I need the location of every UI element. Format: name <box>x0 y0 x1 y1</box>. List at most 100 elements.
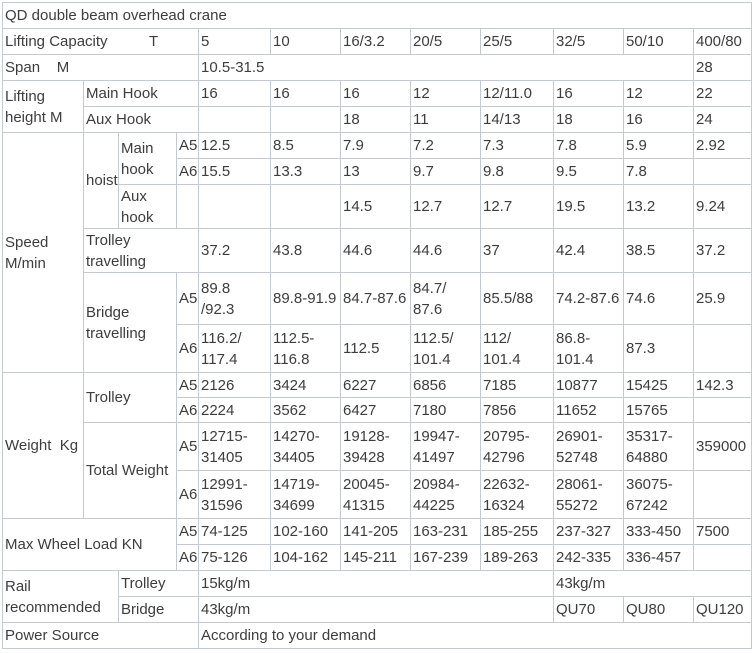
weight-trolley-a6-label: A6 <box>176 397 199 423</box>
total-weight-a6-1: 14719- 34699 <box>270 470 341 519</box>
hoist-aux-1 <box>270 184 341 229</box>
mwl-a5-label: A5 <box>176 518 199 545</box>
hoist-main-a5-0: 12.5 <box>198 132 271 159</box>
capacity-col-4: 25/5 <box>480 28 554 55</box>
hoist-main-a6-1: 13.3 <box>270 158 341 185</box>
main-hook-label: Main Hook <box>83 80 199 107</box>
weight-trolley-a6-7 <box>693 397 752 423</box>
total-weight-a5-1: 14270- 34405 <box>270 422 341 471</box>
capacity-col-6: 50/10 <box>623 28 694 55</box>
hoist-main-a6-5: 9.5 <box>553 158 624 185</box>
weight-trolley-a6-6: 15765 <box>623 397 694 423</box>
main-hook-1: 16 <box>270 80 341 107</box>
trolley-travelling-2: 44.6 <box>340 228 411 273</box>
weight-trolley-label: Trolley <box>83 372 177 423</box>
max-wheel-load-label: Max Wheel Load KN <box>2 518 177 571</box>
bridge-a6-5: 86.8- 101.4 <box>553 324 624 373</box>
mwl-a6-5: 242-335 <box>553 544 624 571</box>
table-title: QD double beam overhead crane <box>2 2 752 29</box>
rail-bridge-qu-0: QU70 <box>553 596 624 623</box>
mwl-a5-2: 141-205 <box>340 518 411 545</box>
total-weight-label: Total Weight <box>83 422 177 519</box>
hoist-main-a5-3: 7.2 <box>410 132 481 159</box>
bridge-a5-1: 89.8-91.9 <box>270 272 341 325</box>
lifting-height-label: Lifting height M <box>2 80 84 133</box>
hoist-label: hoist <box>83 132 119 229</box>
total-weight-a5-6: 35317- 64880 <box>623 422 694 471</box>
rail-trolley-right-value: 43kg/m <box>553 570 752 597</box>
bridge-a6-3: 112.5/ 101.4 <box>410 324 481 373</box>
mwl-a6-label: A6 <box>176 544 199 571</box>
main-hook-7: 22 <box>693 80 752 107</box>
total-weight-a5-7: 359000 <box>693 422 752 471</box>
hoist-aux-class-cell <box>176 184 199 229</box>
weight-label: Weight Kg <box>2 372 84 519</box>
total-weight-a5-label: A5 <box>176 422 199 471</box>
hoist-main-a6-6: 7.8 <box>623 158 694 185</box>
capacity-col-7: 400/80 <box>693 28 752 55</box>
weight-trolley-a5-1: 3424 <box>270 372 341 398</box>
aux-hook-2: 18 <box>340 106 411 133</box>
mwl-a5-7: 7500 <box>693 518 752 545</box>
trolley-travelling-6: 38.5 <box>623 228 694 273</box>
hoist-main-a6-2: 13 <box>340 158 411 185</box>
mwl-a6-6: 336-457 <box>623 544 694 571</box>
total-weight-a6-7 <box>693 470 752 519</box>
aux-hook-4: 14/13 <box>480 106 554 133</box>
total-weight-a6-2: 20045- 41315 <box>340 470 411 519</box>
trolley-travelling-5: 42.4 <box>553 228 624 273</box>
power-source-value: According to your demand <box>198 622 752 649</box>
trolley-travelling-3: 44.6 <box>410 228 481 273</box>
trolley-travelling-label: Trolley travelling <box>83 228 199 273</box>
hoist-aux-6: 13.2 <box>623 184 694 229</box>
total-weight-a6-5: 28061- 55272 <box>553 470 624 519</box>
total-weight-a5-3: 19947- 41497 <box>410 422 481 471</box>
hoist-main-a6-0: 15.5 <box>198 158 271 185</box>
hoist-aux-hook-label: Aux hook <box>118 184 177 229</box>
main-hook-0: 16 <box>198 80 271 107</box>
rail-bridge-left-value: 43kg/m <box>198 596 554 623</box>
total-weight-a6-3: 20984- 44225 <box>410 470 481 519</box>
trolley-travelling-0: 37.2 <box>198 228 271 273</box>
main-hook-6: 12 <box>623 80 694 107</box>
weight-trolley-a6-0: 2224 <box>198 397 271 423</box>
mwl-a6-0: 75-126 <box>198 544 271 571</box>
bridge-travelling-label: Bridge travelling <box>83 272 177 373</box>
aux-hook-3: 11 <box>410 106 481 133</box>
mwl-a6-1: 104-162 <box>270 544 341 571</box>
trolley-travelling-4: 37 <box>480 228 554 273</box>
main-hook-4: 12/11.0 <box>480 80 554 107</box>
total-weight-a5-5: 26901- 52748 <box>553 422 624 471</box>
main-hook-2: 16 <box>340 80 411 107</box>
bridge-a6-7 <box>693 324 752 373</box>
trolley-travelling-1: 43.8 <box>270 228 341 273</box>
weight-trolley-a6-4: 7856 <box>480 397 554 423</box>
weight-trolley-a6-3: 7180 <box>410 397 481 423</box>
weight-trolley-a6-5: 11652 <box>553 397 624 423</box>
hoist-aux-7: 9.24 <box>693 184 752 229</box>
capacity-label: Lifting Capacity T <box>2 28 199 55</box>
power-source-label: Power Source <box>2 622 199 649</box>
hoist-aux-4: 12.7 <box>480 184 554 229</box>
aux-hook-7: 24 <box>693 106 752 133</box>
weight-trolley-a5-4: 7185 <box>480 372 554 398</box>
weight-trolley-a5-3: 6856 <box>410 372 481 398</box>
capacity-col-0: 5 <box>198 28 271 55</box>
bridge-a5-0: 89.8 /92.3 <box>198 272 271 325</box>
main-hook-3: 12 <box>410 80 481 107</box>
total-weight-a6-label: A6 <box>176 470 199 519</box>
weight-trolley-a5-6: 15425 <box>623 372 694 398</box>
hoist-main-a5-5: 7.8 <box>553 132 624 159</box>
weight-trolley-a6-2: 6427 <box>340 397 411 423</box>
hoist-main-hook-label: Main hook <box>118 132 177 185</box>
rail-bridge-qu-1: QU80 <box>623 596 694 623</box>
aux-hook-6: 16 <box>623 106 694 133</box>
mwl-a5-1: 102-160 <box>270 518 341 545</box>
aux-hook-label: Aux Hook <box>83 106 199 133</box>
bridge-a5-4: 85.5/88 <box>480 272 554 325</box>
total-weight-a5-4: 20795- 42796 <box>480 422 554 471</box>
aux-hook-1 <box>270 106 341 133</box>
span-label: Span M <box>2 54 199 81</box>
capacity-col-2: 16/3.2 <box>340 28 411 55</box>
